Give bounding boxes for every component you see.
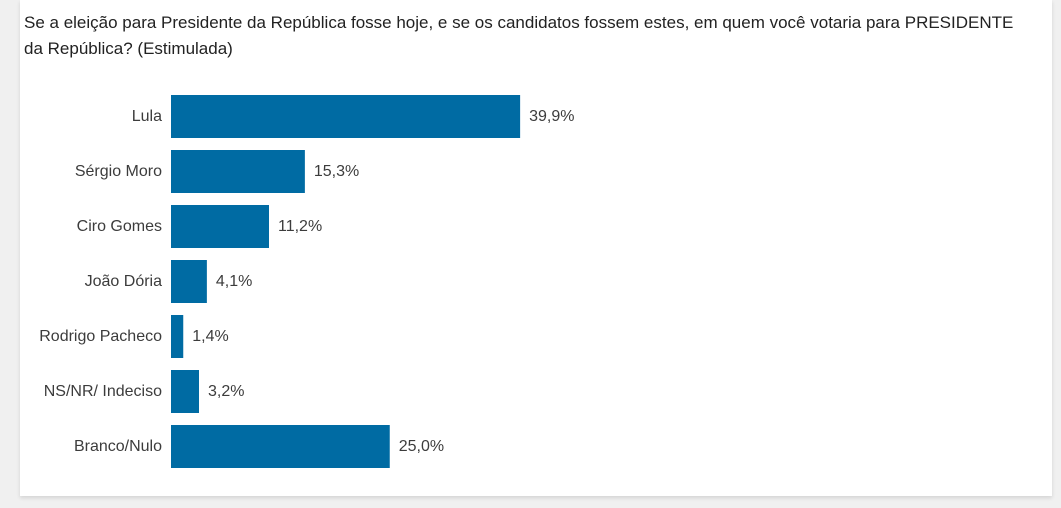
chart-title: Se a eleição para Presidente da Repúblic… xyxy=(24,13,1014,58)
value-label: 25,0% xyxy=(399,438,444,455)
bar-4 xyxy=(171,315,184,358)
bar-1 xyxy=(171,150,305,193)
value-label: 4,1% xyxy=(216,273,252,290)
chart-card: Se a eleição para Presidente da Repúblic… xyxy=(20,0,1052,496)
bar-5 xyxy=(171,370,199,413)
value-label: 39,9% xyxy=(529,108,574,125)
bar-2 xyxy=(171,205,269,248)
bar-6 xyxy=(171,425,390,468)
category-label: Sérgio Moro xyxy=(75,163,162,180)
category-label: Ciro Gomes xyxy=(77,218,162,235)
category-label: Lula xyxy=(132,108,162,125)
value-label: 15,3% xyxy=(314,163,359,180)
value-label: 1,4% xyxy=(192,328,228,345)
category-label: João Dória xyxy=(85,273,162,290)
bar-3 xyxy=(171,260,207,303)
value-label: 3,2% xyxy=(208,383,244,400)
category-label: NS/NR/ Indeciso xyxy=(44,383,162,400)
bar-chart: Lula 39,9% Sérgio Moro 15,3% Ciro Gomes 11,2%… xyxy=(39,95,575,468)
category-label: Rodrigo Pacheco xyxy=(39,328,162,345)
bar-0 xyxy=(171,95,521,138)
value-label: 11,2% xyxy=(278,218,322,235)
category-label: Branco/Nulo xyxy=(74,438,162,455)
